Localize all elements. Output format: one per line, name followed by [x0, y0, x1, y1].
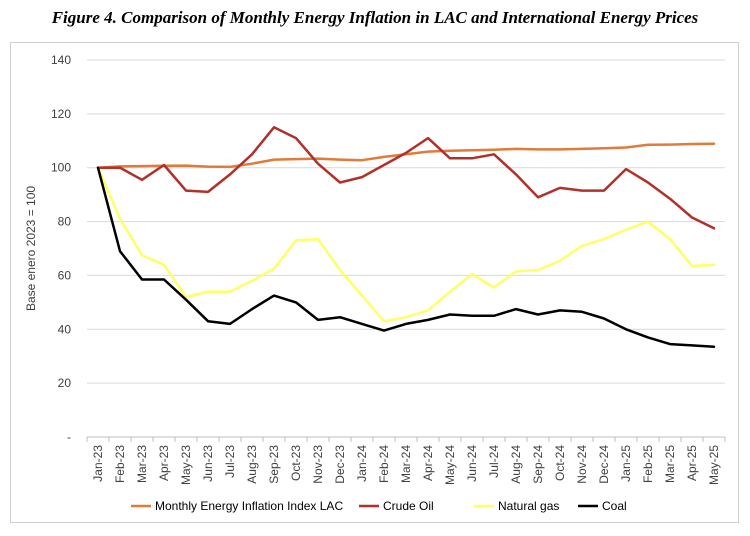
y-tick-label: 80 [58, 215, 72, 229]
y-tick-label: 100 [51, 161, 71, 175]
x-tick-label: Mar-24 [399, 445, 413, 483]
series-line-monthly-energy-inflation-index-lac [96, 142, 716, 169]
x-tick-label: May-23 [179, 445, 193, 485]
figure-title: Figure 4. Comparison of Monthly Energy I… [51, 8, 699, 27]
gridlines [87, 59, 725, 384]
x-tick-label: Aug-23 [245, 445, 259, 484]
y-tick-label: 20 [58, 376, 72, 390]
x-tick-label: Feb-24 [377, 445, 391, 483]
x-tick-label: Sep-24 [531, 445, 545, 484]
x-tick-label: Feb-23 [113, 445, 127, 483]
x-tick-label: Jan-24 [355, 445, 369, 482]
y-axis-title: Base enero 2023 = 100 [24, 186, 38, 311]
x-tick-label: Oct-24 [553, 445, 567, 481]
x-tick-label: Oct-23 [289, 445, 303, 481]
legend: Monthly Energy Inflation Index LAC Crude … [131, 499, 627, 513]
x-tick-label: Jul-23 [223, 445, 237, 478]
legend-label-crude-oil: Crude Oil [383, 499, 434, 513]
series-line-coal [96, 166, 716, 349]
x-tick-label: Dec-24 [597, 445, 611, 484]
x-tick-label: Jan-25 [619, 445, 633, 482]
x-tick-label: Sep-23 [267, 445, 281, 484]
x-tick-label: Dec-23 [333, 445, 347, 484]
axes: - 20 40 60 80 100 120 140 Jan-23 Feb-23 Mar-23 Apr-… [24, 53, 726, 485]
y-tick-label: 60 [58, 268, 72, 282]
x-tick-label: Mar-25 [663, 445, 677, 483]
x-tick-label: Nov-24 [575, 445, 589, 484]
x-tick-label: Jul-24 [487, 445, 501, 478]
x-tick-label: Apr-24 [421, 445, 435, 481]
legend-label-monthly-energy-inflation-index-lac: Monthly Energy Inflation Index LAC [155, 499, 343, 513]
y-tick-label: 140 [51, 53, 71, 67]
series-line-natural-gas [96, 166, 716, 323]
y-tick-label: 120 [51, 107, 71, 121]
x-tick-label: Apr-23 [157, 445, 171, 481]
x-tick-label: Jun-23 [201, 445, 215, 482]
x-tick-label: Jun-24 [465, 445, 479, 482]
x-tick-label: Apr-25 [685, 445, 699, 481]
x-tick-label: Aug-24 [509, 445, 523, 484]
line-chart: - 20 40 60 80 100 120 140 Jan-23 Feb-23 Mar-23 Apr-… [24, 53, 726, 513]
legend-label-coal: Coal [602, 499, 627, 513]
series-line-crude-oil [96, 126, 716, 230]
x-tick-label: Mar-23 [135, 445, 149, 483]
chart-frame: - 20 40 60 80 100 120 140 Jan-23 Feb-23 Mar-23 Apr-… [10, 42, 739, 523]
legend-label-natural-gas: Natural gas [498, 499, 559, 513]
x-tick-label: May-24 [443, 445, 457, 485]
y-tick-label: 40 [58, 322, 72, 336]
x-tick-label: Jan-23 [91, 445, 105, 482]
x-tick-label: May-25 [707, 445, 721, 485]
series-lines [96, 126, 716, 349]
y-tick-label: - [67, 430, 71, 444]
x-tick-label: Feb-25 [641, 445, 655, 483]
x-tick-label: Nov-23 [311, 445, 325, 484]
